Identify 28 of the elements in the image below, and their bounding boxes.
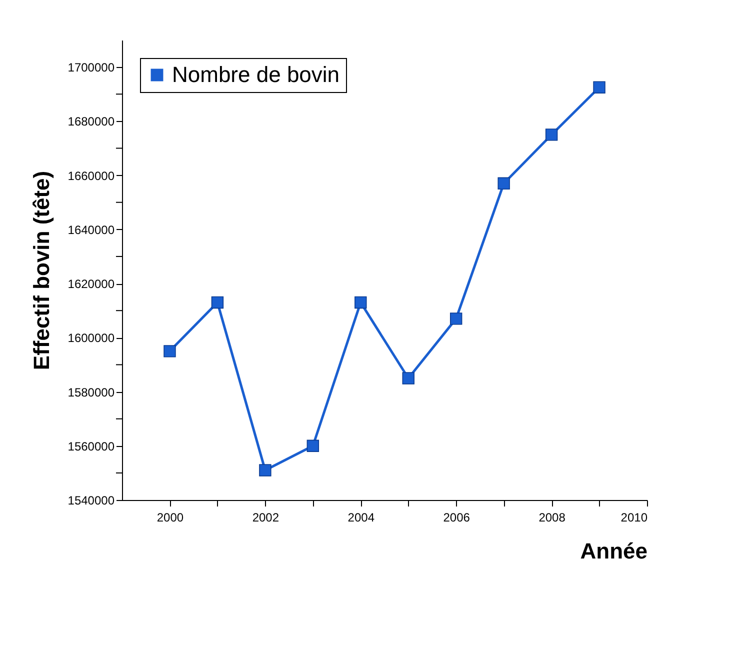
point <box>354 296 367 309</box>
point <box>306 440 320 452</box>
y-tick-label: 1560000 <box>68 439 115 454</box>
x-tick-label: 2006 <box>443 510 470 524</box>
y-tick-label: 1680000 <box>68 114 115 129</box>
legend-label: Nombre de bovin <box>172 62 340 87</box>
point <box>211 296 224 309</box>
y-tick-label: 1660000 <box>68 168 115 183</box>
y-tick-label: 1600000 <box>68 331 115 346</box>
x-tick-label: 2010 <box>620 510 648 524</box>
y-tick-label: 1540000 <box>68 494 115 508</box>
point <box>450 312 462 325</box>
point <box>259 464 272 476</box>
y-tick-label: 1620000 <box>68 277 115 292</box>
point <box>593 81 606 94</box>
x-tick-label: 2000 <box>156 510 184 524</box>
point <box>498 177 510 190</box>
x-tick-label: 2008 <box>538 510 566 524</box>
point <box>164 345 176 358</box>
point <box>545 128 558 141</box>
x-tick-label: 2002 <box>252 510 280 524</box>
y-tick-label: 1700000 <box>68 60 115 75</box>
y-axis-title: Effectif bovin (tête) <box>28 170 54 370</box>
y-tick-label: 1580000 <box>68 385 115 400</box>
y-tick-label: 1640000 <box>68 222 115 237</box>
x-tick-label: 2004 <box>348 510 375 524</box>
x-axis-title: Année <box>580 538 648 564</box>
point <box>402 372 414 384</box>
